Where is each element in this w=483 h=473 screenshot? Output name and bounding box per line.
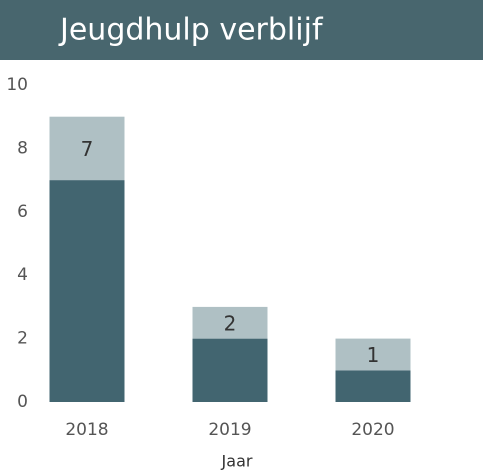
title-bar [0, 0, 483, 60]
data-label: 2 [224, 311, 237, 335]
bar-segment [335, 370, 411, 402]
data-label: 7 [81, 137, 94, 161]
bar-segment [335, 338, 411, 371]
bar-segment [192, 306, 268, 339]
y-tick-label: 4 [17, 265, 28, 285]
y-tick-label: 8 [17, 138, 28, 158]
bar-segment [192, 338, 268, 402]
x-axis-title: Jaar [221, 452, 253, 471]
y-tick-label: 6 [17, 202, 28, 222]
data-label: 1 [367, 343, 380, 367]
bar-segment [49, 180, 125, 402]
bar-segment [49, 116, 125, 181]
x-tick-label: 2019 [208, 420, 251, 440]
y-tick-label: 2 [17, 329, 28, 349]
y-tick-label: 0 [17, 392, 28, 412]
chart-title: Jeugdhulp verblijf [58, 13, 324, 48]
x-tick-label: 2018 [65, 420, 108, 440]
x-tick-label: 2020 [351, 420, 394, 440]
y-tick-label: 10 [6, 75, 28, 95]
